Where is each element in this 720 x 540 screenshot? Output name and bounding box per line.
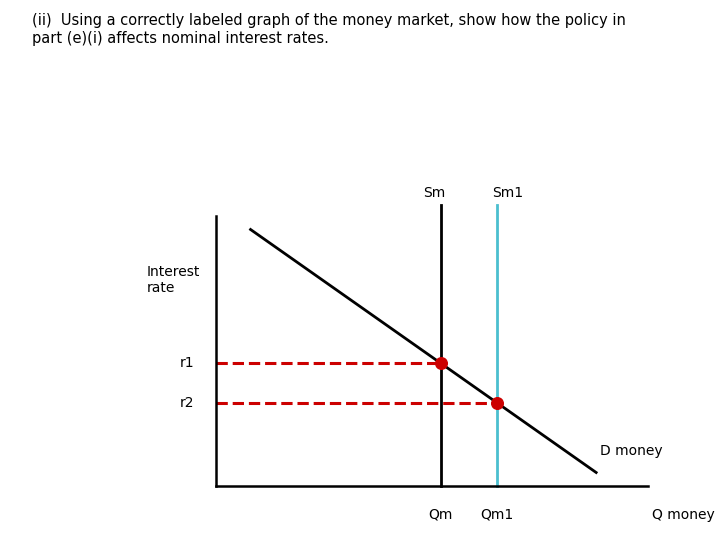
Text: Sm: Sm (423, 186, 445, 200)
Text: D money: D money (600, 444, 663, 458)
Point (435, 359, 446, 367)
Text: Qm: Qm (428, 508, 453, 522)
Text: Q money: Q money (652, 508, 715, 522)
Text: r1: r1 (180, 356, 194, 370)
Text: Qm1: Qm1 (480, 508, 513, 522)
Text: (ii)  Using a correctly labeled graph of the money market, show how the policy i: (ii) Using a correctly labeled graph of … (32, 14, 626, 46)
Point (491, 399, 503, 407)
Text: Interest
rate: Interest rate (147, 265, 200, 295)
Text: Sm1: Sm1 (492, 186, 523, 200)
Text: r2: r2 (180, 396, 194, 410)
